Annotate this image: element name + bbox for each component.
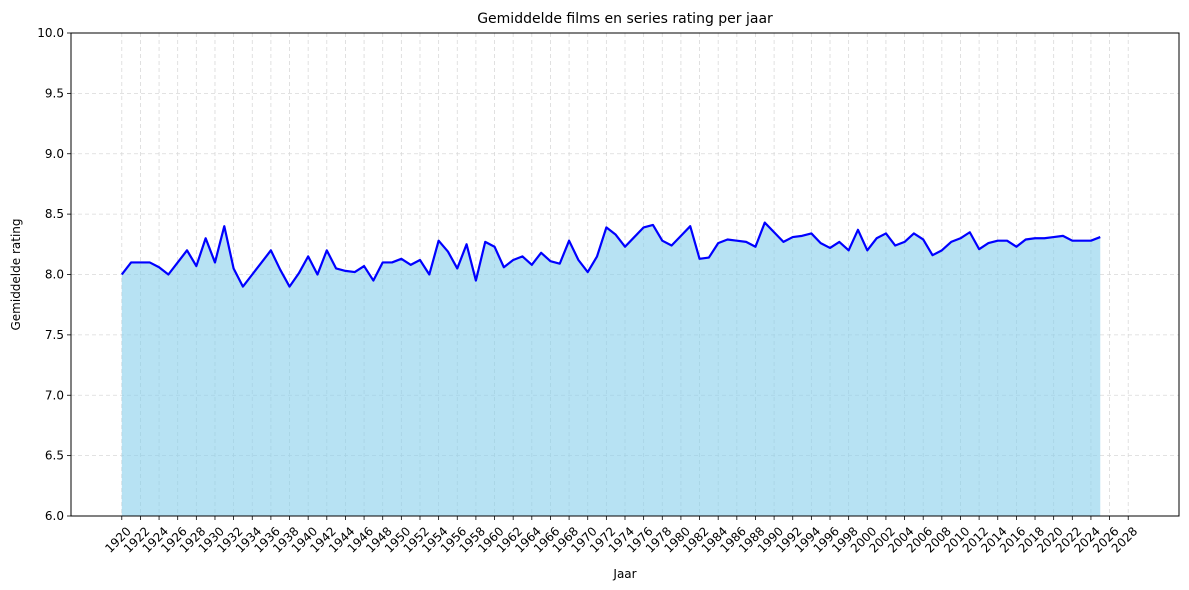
y-axis: 6.0 6.5 7.0 7.5 8.0 8.5 9.0 9.5 10.0 xyxy=(37,26,71,523)
y-tick-label: 8.5 xyxy=(45,207,64,221)
y-tick-label: 6.5 xyxy=(45,449,64,463)
x-axis-label: Jaar xyxy=(612,567,636,581)
y-tick-label: 9.0 xyxy=(45,147,64,161)
chart-title: Gemiddelde films en series rating per ja… xyxy=(477,11,773,27)
area-fill xyxy=(121,222,1101,516)
y-tick-label: 8.0 xyxy=(45,268,64,282)
y-tick-label: 7.5 xyxy=(45,328,64,342)
series-line xyxy=(120,221,1101,288)
y-tick-label: 10.0 xyxy=(37,26,64,40)
y-tick-label: 9.5 xyxy=(45,86,64,100)
y-axis-label: Gemiddelde rating xyxy=(9,218,23,330)
y-tick-label: 7.0 xyxy=(45,388,64,402)
y-tick-label: 6.0 xyxy=(45,509,64,523)
